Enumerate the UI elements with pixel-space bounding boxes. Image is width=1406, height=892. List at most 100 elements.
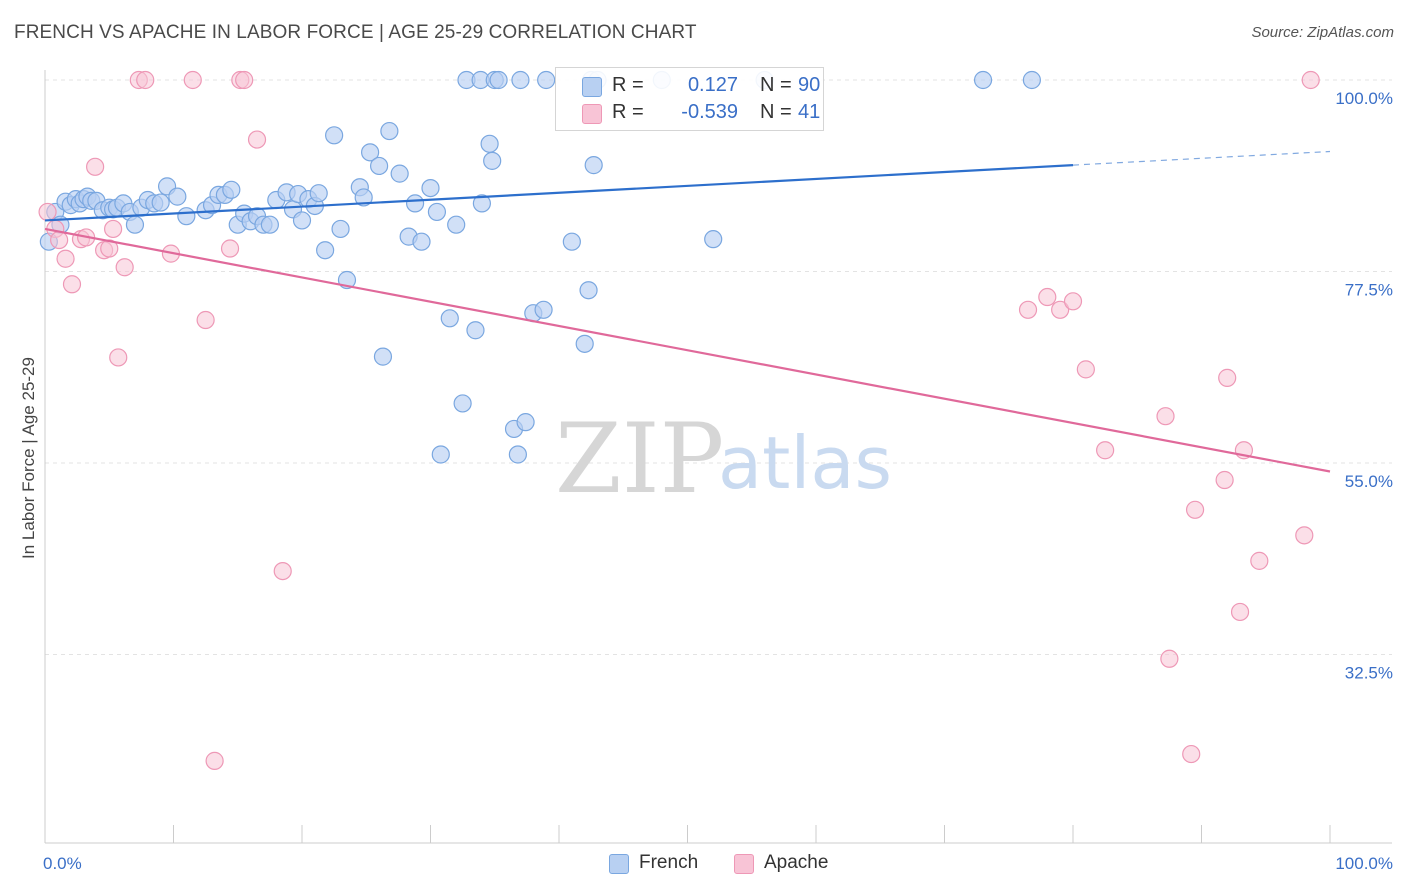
apache-point bbox=[136, 70, 155, 90]
french-point bbox=[405, 194, 425, 213]
french-point bbox=[168, 187, 187, 206]
chart-title: FRENCH VS APACHE IN LABOR FORCE | AGE 25… bbox=[14, 22, 697, 43]
french-swatch-icon bbox=[582, 77, 602, 97]
legend-r-label: R = bbox=[612, 101, 644, 123]
x-tick-label: 100.0% bbox=[1335, 854, 1393, 873]
apache-point bbox=[109, 348, 128, 367]
apache-point bbox=[1038, 287, 1057, 307]
apache-point bbox=[1076, 360, 1095, 379]
french-point bbox=[584, 156, 603, 175]
apache-point bbox=[50, 230, 69, 250]
french-point bbox=[151, 193, 170, 212]
french-point bbox=[325, 126, 344, 145]
apache-point bbox=[247, 130, 267, 149]
apache-point bbox=[56, 249, 75, 268]
french-point bbox=[447, 215, 466, 234]
apache-swatch-icon bbox=[582, 104, 602, 124]
apache-point bbox=[183, 70, 202, 90]
legend-n-value: 90 bbox=[798, 74, 821, 96]
french-point bbox=[354, 188, 373, 207]
french-point bbox=[489, 70, 508, 90]
french-point bbox=[177, 207, 196, 226]
series-apache-points bbox=[38, 70, 1320, 770]
french-point bbox=[483, 151, 502, 170]
apache-point bbox=[1230, 602, 1250, 622]
apache-point bbox=[115, 258, 134, 277]
french-point bbox=[537, 70, 556, 90]
legend-label-french: French bbox=[639, 852, 699, 873]
legend-n-label: N = bbox=[760, 74, 792, 96]
grid-lines bbox=[45, 79, 1392, 655]
french-point bbox=[472, 194, 491, 213]
legend-r-value: -0.539 bbox=[681, 101, 738, 123]
french-point bbox=[511, 70, 530, 90]
x-tick-labels: 0.0% 100.0% bbox=[43, 854, 1393, 873]
french-swatch-icon bbox=[609, 854, 629, 874]
apache-trend-line bbox=[44, 227, 1331, 473]
y-tick-label: 55.0% bbox=[1345, 472, 1393, 491]
french-point bbox=[390, 164, 409, 183]
french-point bbox=[466, 321, 485, 340]
watermark-zip: ZIP bbox=[555, 403, 724, 515]
apache-point bbox=[62, 275, 82, 294]
apache-point bbox=[1051, 300, 1070, 319]
stats-legend: R = 0.127 N = 90 R = -0.539 N = 41 bbox=[555, 67, 824, 131]
y-tick-label: 77.5% bbox=[1345, 281, 1393, 300]
apache-point bbox=[196, 310, 215, 330]
apache-point bbox=[1185, 500, 1205, 519]
french-point bbox=[480, 134, 499, 153]
y-axis-label: In Labor Force | Age 25-29 bbox=[19, 357, 38, 559]
legend-label-apache: Apache bbox=[764, 852, 829, 873]
apache-point bbox=[1301, 70, 1320, 90]
x-tick-label: 0.0% bbox=[43, 854, 82, 873]
french-point bbox=[575, 334, 594, 353]
french-point bbox=[412, 232, 431, 251]
apache-point bbox=[38, 202, 57, 222]
french-point bbox=[222, 180, 241, 199]
french-point bbox=[331, 219, 350, 239]
apache-point bbox=[1295, 526, 1314, 545]
apache-point bbox=[1215, 470, 1234, 490]
french-point bbox=[516, 413, 535, 432]
french-point bbox=[1022, 70, 1041, 90]
french-point bbox=[508, 445, 527, 464]
apache-point bbox=[1156, 407, 1175, 426]
watermark-atlas: atlas bbox=[718, 421, 892, 505]
apache-point bbox=[104, 219, 123, 239]
apache-point bbox=[1250, 551, 1269, 570]
french-point bbox=[370, 156, 389, 176]
apache-point bbox=[1096, 441, 1115, 460]
apache-point bbox=[86, 157, 105, 176]
french-point bbox=[316, 241, 335, 260]
legend-r-label: R = bbox=[612, 74, 644, 96]
french-point bbox=[973, 70, 993, 90]
apache-point bbox=[220, 239, 240, 258]
y-tick-label: 32.5% bbox=[1345, 664, 1393, 683]
french-point bbox=[579, 281, 598, 300]
legend-n-value: 41 bbox=[798, 101, 821, 123]
apache-point bbox=[1182, 744, 1201, 764]
apache-point bbox=[1160, 649, 1179, 668]
apache-point bbox=[1018, 300, 1038, 319]
apache-point bbox=[1063, 292, 1083, 311]
series-legend: French Apache bbox=[0, 852, 1406, 876]
french-point bbox=[427, 202, 447, 222]
apache-point bbox=[273, 561, 292, 581]
french-point bbox=[373, 347, 393, 366]
french-point bbox=[453, 394, 472, 413]
axes bbox=[44, 70, 1392, 844]
french-point bbox=[562, 232, 581, 251]
french-point bbox=[440, 309, 459, 328]
french-point bbox=[421, 178, 440, 198]
french-point bbox=[260, 215, 279, 234]
trend-lines bbox=[44, 150, 1331, 473]
legend-r-value: 0.127 bbox=[687, 74, 738, 96]
apache-point bbox=[205, 751, 224, 770]
french-point bbox=[125, 215, 145, 234]
series-french-points bbox=[39, 70, 1041, 464]
source-credit: Source: ZipAtlas.com bbox=[1251, 24, 1394, 41]
legend-n-label: N = bbox=[760, 101, 792, 123]
apache-point bbox=[235, 70, 254, 90]
french-point bbox=[380, 121, 399, 141]
